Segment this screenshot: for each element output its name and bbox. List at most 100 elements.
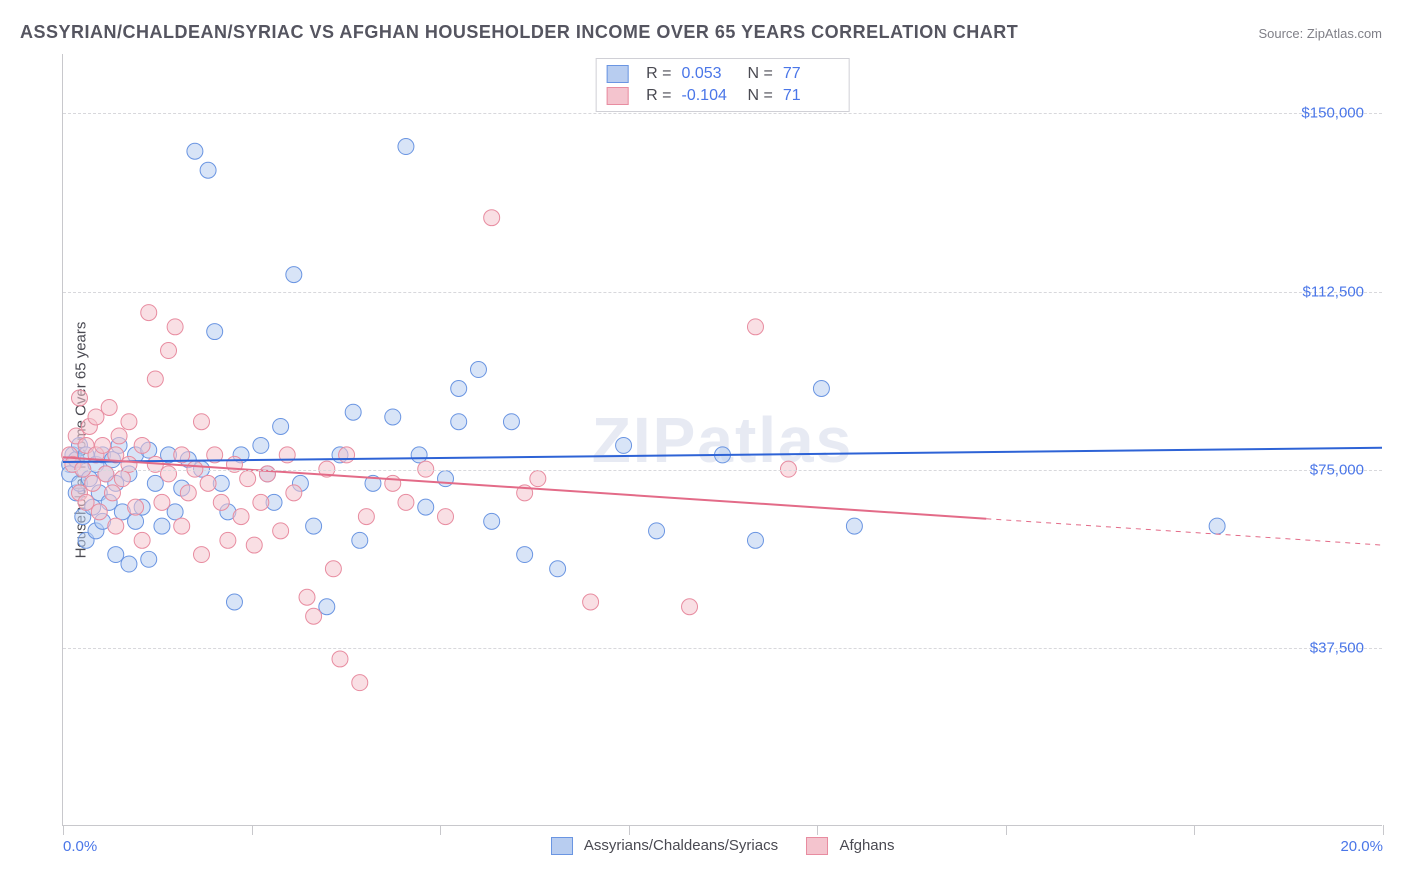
data-point [273, 523, 289, 539]
x-tick [63, 825, 64, 835]
grid-line [63, 470, 1382, 471]
data-point [104, 485, 120, 501]
data-point [484, 210, 500, 226]
data-point [484, 513, 500, 529]
data-point [98, 466, 114, 482]
data-point [616, 437, 632, 453]
n-label: N = [748, 87, 773, 105]
data-point [71, 390, 87, 406]
scatter-svg [63, 54, 1382, 825]
data-point [114, 471, 130, 487]
x-tick [252, 825, 253, 835]
data-point [339, 447, 355, 463]
x-tick-label: 0.0% [63, 838, 97, 855]
data-point [180, 485, 196, 501]
data-point [147, 371, 163, 387]
data-point [398, 139, 414, 155]
x-tick [817, 825, 818, 835]
data-point [141, 551, 157, 567]
data-point [154, 494, 170, 510]
data-point [161, 466, 177, 482]
stat-swatch-0 [606, 65, 628, 83]
data-point [299, 589, 315, 605]
data-point [358, 509, 374, 525]
data-point [470, 362, 486, 378]
data-point [583, 594, 599, 610]
data-point [451, 381, 467, 397]
legend-item-1: Afghans [806, 837, 894, 855]
x-tick [1383, 825, 1384, 835]
x-tick [440, 825, 441, 835]
data-point [352, 532, 368, 548]
data-point [682, 599, 698, 615]
data-point [385, 475, 401, 491]
data-point [345, 404, 361, 420]
legend-swatch-1 [806, 837, 828, 855]
data-point [101, 399, 117, 415]
n-value-0: 77 [783, 65, 839, 83]
source-label: Source: ZipAtlas.com [1258, 26, 1382, 41]
data-point [438, 509, 454, 525]
bottom-legend: Assyrians/Chaldeans/Syriacs Afghans [551, 837, 895, 855]
chart-container: ASSYRIAN/CHALDEAN/SYRIAC VS AFGHAN HOUSE… [0, 0, 1406, 892]
y-tick-label: $75,000 [1310, 461, 1364, 478]
data-point [306, 608, 322, 624]
data-point [220, 532, 236, 548]
r-label: R = [646, 65, 671, 83]
plot-area: Householder Income Over 65 years ZIPatla… [62, 54, 1382, 826]
data-point [78, 494, 94, 510]
data-point [187, 143, 203, 159]
data-point [200, 162, 216, 178]
data-point [233, 509, 249, 525]
grid-line [63, 292, 1382, 293]
data-point [286, 485, 302, 501]
data-point [147, 475, 163, 491]
data-point [91, 504, 107, 520]
data-point [121, 414, 137, 430]
data-point [253, 494, 269, 510]
data-point [385, 409, 401, 425]
x-tick [1194, 825, 1195, 835]
legend-label-1: Afghans [839, 837, 894, 854]
stat-swatch-1 [606, 87, 628, 105]
data-point [319, 599, 335, 615]
legend-swatch-0 [551, 837, 573, 855]
data-point [111, 428, 127, 444]
data-point [503, 414, 519, 430]
x-tick [629, 825, 630, 835]
stat-row-series-1: R = -0.104 N = 71 [606, 85, 839, 107]
data-point [213, 494, 229, 510]
r-value-0: 0.053 [682, 65, 738, 83]
data-point [167, 319, 183, 335]
data-point [530, 471, 546, 487]
data-point [332, 651, 348, 667]
data-point [411, 447, 427, 463]
data-point [128, 499, 144, 515]
data-point [451, 414, 467, 430]
data-point [517, 547, 533, 563]
y-tick-label: $150,000 [1301, 105, 1364, 122]
data-point [134, 532, 150, 548]
data-point [418, 499, 434, 515]
y-tick-label: $37,500 [1310, 639, 1364, 656]
data-point [253, 437, 269, 453]
data-point [246, 537, 262, 553]
data-point [398, 494, 414, 510]
data-point [1209, 518, 1225, 534]
data-point [306, 518, 322, 534]
data-point [325, 561, 341, 577]
data-point [846, 518, 862, 534]
data-point [134, 437, 150, 453]
data-point [747, 532, 763, 548]
data-point [85, 475, 101, 491]
data-point [259, 466, 275, 482]
x-tick-label: 20.0% [1340, 838, 1383, 855]
data-point [141, 305, 157, 321]
data-point [813, 381, 829, 397]
data-point [438, 471, 454, 487]
data-point [154, 518, 170, 534]
data-point [121, 556, 137, 572]
grid-line [63, 113, 1382, 114]
data-point [161, 343, 177, 359]
data-point [95, 437, 111, 453]
